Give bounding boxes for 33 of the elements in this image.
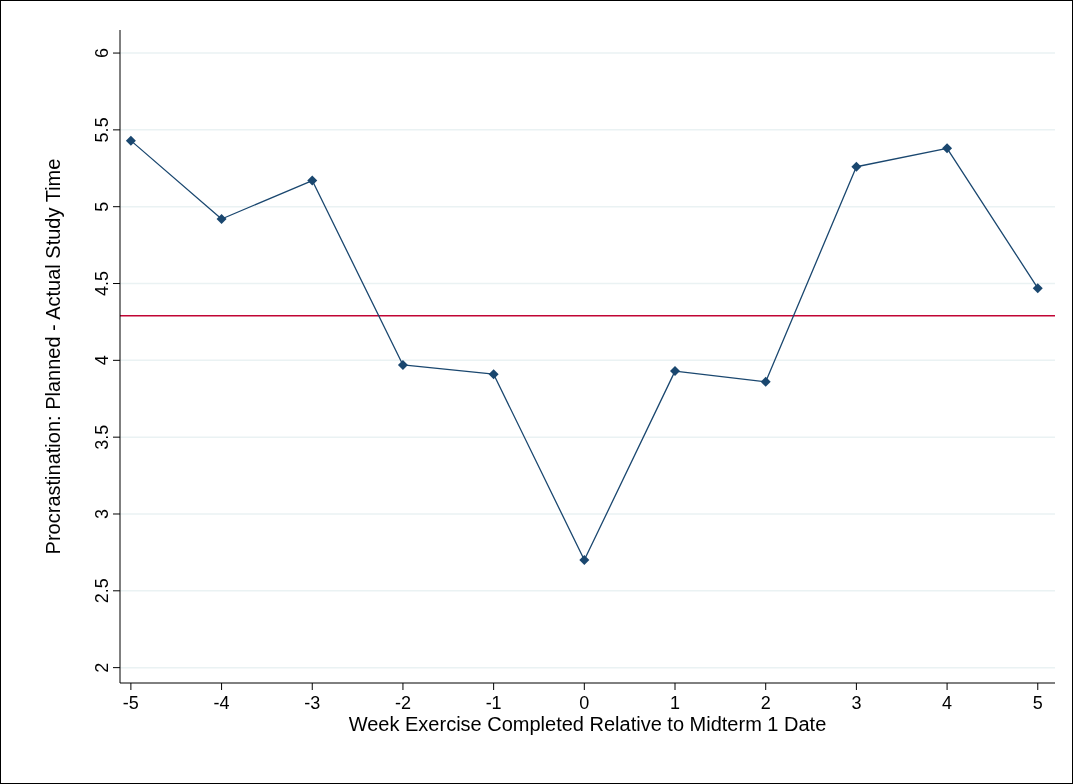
y-tick-label: 2: [92, 662, 112, 673]
x-tick-label: -2: [394, 693, 411, 713]
point: [670, 366, 681, 377]
x-tick-label: -1: [485, 693, 502, 713]
point: [1032, 283, 1043, 294]
x-tick-label: -4: [213, 693, 230, 713]
y-tick-label: 5: [92, 201, 112, 212]
point: [851, 161, 862, 172]
x-tick-label: 2: [760, 693, 771, 713]
x-tick-label: 0: [579, 693, 590, 713]
y-tick-label: 2.5: [92, 578, 112, 604]
x-tick-label: 5: [1032, 693, 1043, 713]
point: [307, 175, 318, 186]
point: [216, 213, 227, 224]
y-tick-label: 5.5: [92, 117, 112, 143]
x-tick-label: 3: [851, 693, 862, 713]
y-axis-title: Procrastination: Planned - Actual Study Time: [42, 158, 64, 555]
point: [760, 376, 771, 387]
point: [125, 135, 136, 146]
point: [397, 359, 408, 370]
x-tick-label: 1: [670, 693, 681, 713]
point: [942, 143, 953, 154]
x-axis-title: Week Exercise Completed Relative to Midterm 1 Date: [348, 713, 827, 735]
y-tick-label: 3: [92, 508, 112, 519]
y-tick-label: 4.5: [92, 271, 112, 297]
y-tick-label: 4: [92, 355, 112, 366]
x-tick-label: 4: [942, 693, 953, 713]
x-tick-label: -5: [122, 693, 139, 713]
x-tick-label: -3: [304, 693, 321, 713]
point: [579, 555, 590, 566]
y-tick-label: 3.5: [92, 424, 112, 450]
y-tick-label: 6: [92, 48, 112, 59]
point: [488, 369, 499, 380]
